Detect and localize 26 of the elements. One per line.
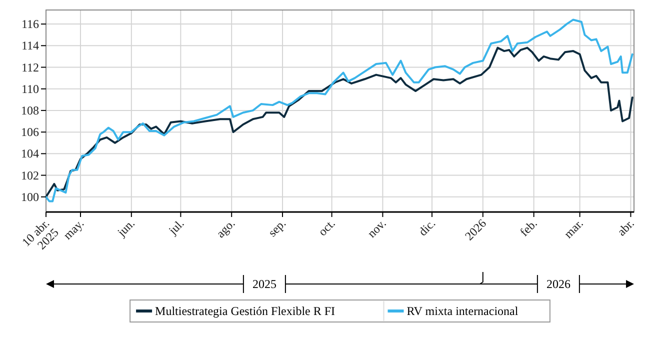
x-tick-label: abr. [614, 216, 637, 239]
x-tick-label: oct. [316, 216, 338, 239]
line-series [45, 46, 634, 198]
y-tick-label: 100 [21, 190, 39, 204]
x-tick-label: dic. [416, 216, 438, 239]
y-tick-label: 110 [21, 82, 39, 96]
y-tick-label: 104 [21, 146, 39, 161]
y-tick-label: 106 [21, 125, 39, 140]
text: 2026 [546, 277, 570, 291]
y-tick-label: 116 [21, 17, 39, 32]
y-tick-label: 114 [21, 38, 39, 53]
line-series [45, 18, 634, 202]
x-tick-label: sep. [265, 216, 289, 240]
x-tick-label: jul. [165, 216, 187, 238]
x-tick-label: mar. [561, 216, 586, 241]
x-tick-label: jun. [114, 216, 138, 240]
x-tick-label: may. [60, 216, 87, 242]
y-tick-label: 102 [21, 168, 39, 182]
x-tick-label: ago. [213, 216, 238, 240]
text: 2025 [252, 277, 276, 291]
x-tick-label: nov. [364, 216, 389, 240]
legend-label: RV mixta internacional [406, 304, 519, 318]
y-tick-label: 108 [21, 103, 39, 118]
legend-label: Multiestrategia Gestión Flexible R FI [155, 304, 336, 318]
y-tick-label: 112 [21, 60, 39, 74]
x-tick-label: feb. [517, 216, 540, 240]
